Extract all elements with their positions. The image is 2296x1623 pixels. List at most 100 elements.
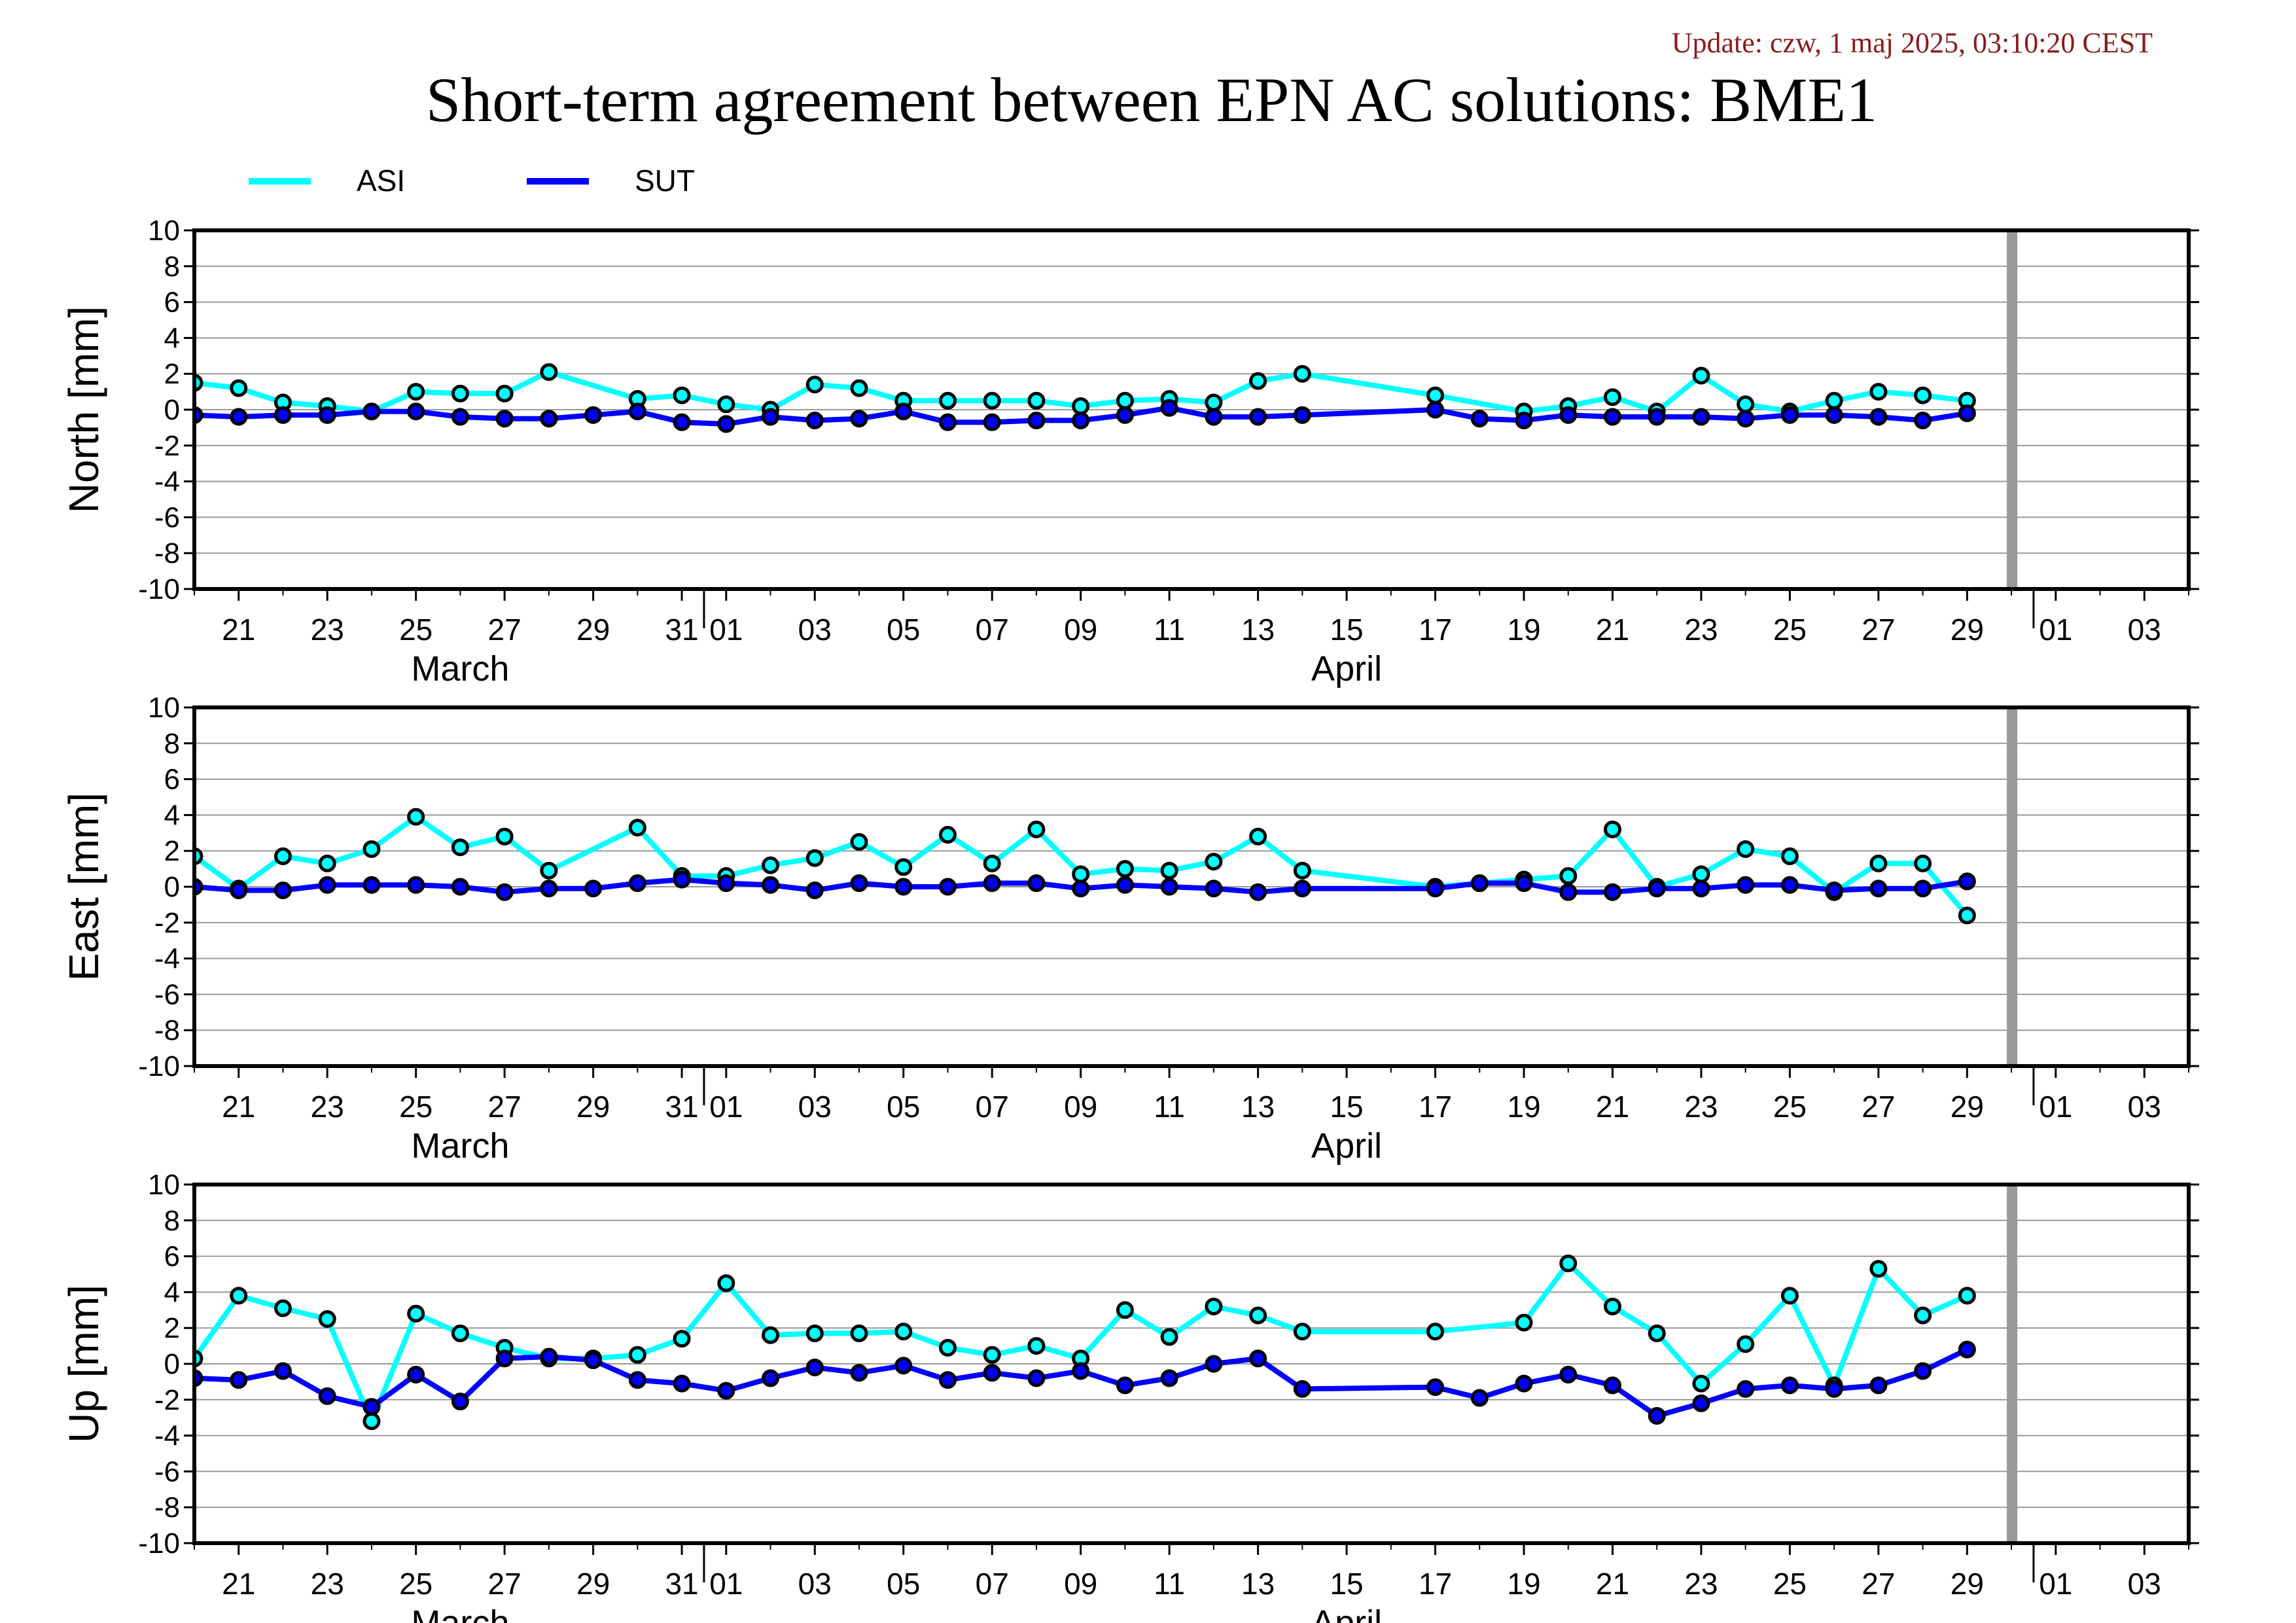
x-tick-label: 31	[665, 1090, 698, 1124]
x-tick-label: 11	[1154, 1090, 1185, 1124]
data-point-sut	[1648, 880, 1666, 898]
x-tick-label: 29	[1951, 1567, 1984, 1601]
data-point-asi	[762, 1326, 780, 1344]
data-point-asi	[1116, 860, 1134, 878]
x-tick-label: 07	[976, 613, 1009, 647]
data-point-sut	[495, 1349, 514, 1368]
data-point-asi	[1160, 1328, 1178, 1346]
data-point-sut	[540, 1347, 558, 1366]
x-tick-label: 15	[1330, 613, 1363, 647]
y-tick-label: -4	[154, 1420, 180, 1452]
data-gap-bar	[2007, 707, 2018, 1066]
y-tick-label: -2	[154, 430, 180, 462]
data-point-asi	[1692, 1374, 1710, 1393]
data-point-asi	[1869, 854, 1888, 872]
data-gap-bar	[2007, 230, 2018, 589]
data-point-sut	[274, 881, 292, 899]
data-point-asi	[1914, 1306, 1932, 1325]
y-axis-label: East [mm]	[60, 793, 107, 981]
data-point-asi	[673, 1330, 691, 1348]
data-point-asi	[318, 1310, 336, 1328]
data-point-sut	[983, 413, 1001, 431]
data-point-asi	[1914, 854, 1932, 872]
data-point-sut	[1470, 874, 1489, 893]
month-label: April	[1311, 649, 1382, 688]
data-point-asi	[1027, 820, 1046, 838]
x-tick-label: 17	[1419, 1090, 1452, 1124]
data-point-sut	[1692, 880, 1710, 898]
y-tick-label: -8	[154, 1014, 180, 1046]
data-point-sut	[230, 881, 248, 899]
data-point-asi	[1603, 820, 1621, 838]
data-point-sut	[540, 410, 558, 428]
y-tick-label: 10	[148, 215, 180, 247]
data-point-asi	[983, 1346, 1001, 1364]
data-point-sut	[1293, 1380, 1311, 1398]
panel-3: 10 8 64 2 0 -2 -4-6-8-10 Up [mm] 21 23 25 27 29 31 01 0…	[60, 1169, 2199, 1623]
y-tick-label: -6	[154, 1455, 180, 1488]
x-tick-label: 27	[1862, 1090, 1895, 1124]
data-point-asi	[1205, 393, 1223, 412]
plot-area	[194, 1255, 1976, 1431]
data-point-asi	[407, 808, 425, 826]
data-point-asi	[1072, 865, 1090, 883]
data-point-sut	[1958, 404, 1976, 422]
data-point-asi	[894, 1323, 913, 1341]
data-point-sut	[362, 402, 381, 421]
x-tick-label: 21	[1596, 1567, 1629, 1601]
data-point-asi	[1205, 853, 1223, 871]
data-point-sut	[540, 880, 558, 898]
x-tick-label: 21	[222, 1090, 255, 1124]
data-point-asi	[1648, 1324, 1666, 1342]
data-point-sut	[1027, 874, 1046, 893]
data-point-sut	[1737, 1380, 1755, 1398]
y-tick-label: -8	[154, 1491, 180, 1524]
update-timestamp: Update: czw, 1 maj 2025, 03:10:20 CEST	[1672, 27, 2153, 59]
data-point-asi	[717, 1274, 735, 1293]
y-tick-label: 6	[164, 1241, 180, 1273]
data-point-sut	[584, 1351, 603, 1370]
x-tick-label: 01	[709, 613, 743, 647]
data-point-sut	[894, 1357, 913, 1375]
x-tick-label: 27	[488, 613, 521, 647]
data-point-sut	[407, 402, 425, 421]
x-tick-label: 29	[576, 1567, 610, 1601]
data-point-asi	[1426, 1323, 1445, 1341]
x-tick-label: 29	[1951, 1090, 1984, 1124]
data-point-asi	[1072, 397, 1090, 416]
data-point-sut	[1603, 883, 1621, 901]
data-point-asi	[1249, 372, 1267, 390]
data-point-sut	[850, 1364, 868, 1382]
data-point-asi	[983, 391, 1001, 410]
x-tick-label: 29	[1951, 613, 1984, 647]
data-point-asi	[230, 379, 248, 397]
data-point-sut	[318, 406, 336, 424]
data-point-asi	[274, 1299, 292, 1317]
x-tick-label: 03	[2128, 1567, 2161, 1601]
y-tick-label: 2	[164, 358, 180, 390]
y-tick-label: -4	[154, 466, 180, 498]
data-point-asi	[1116, 1301, 1134, 1319]
x-tick-label: 13	[1241, 1567, 1275, 1601]
data-point-asi	[1027, 391, 1046, 410]
y-tick-label: -2	[154, 907, 180, 939]
data-point-asi	[230, 1287, 248, 1305]
data-point-sut	[673, 413, 691, 431]
month-label: March	[411, 1126, 509, 1166]
y-axis-label: North [mm]	[60, 306, 107, 513]
data-point-sut	[1914, 1362, 1932, 1380]
data-point-sut	[1780, 406, 1799, 424]
x-tick-label: 23	[311, 613, 344, 647]
x-tick-label: 01	[2039, 1090, 2072, 1124]
data-point-sut	[584, 880, 603, 898]
data-point-sut	[1160, 399, 1178, 417]
data-point-sut	[1027, 1369, 1046, 1387]
y-tick-label: 2	[164, 835, 180, 867]
data-point-sut	[628, 1371, 646, 1389]
data-point-sut	[1160, 878, 1178, 896]
data-point-sut	[407, 1365, 425, 1383]
y-tick-label: -8	[154, 537, 180, 569]
x-tick-label: 25	[399, 1567, 433, 1601]
